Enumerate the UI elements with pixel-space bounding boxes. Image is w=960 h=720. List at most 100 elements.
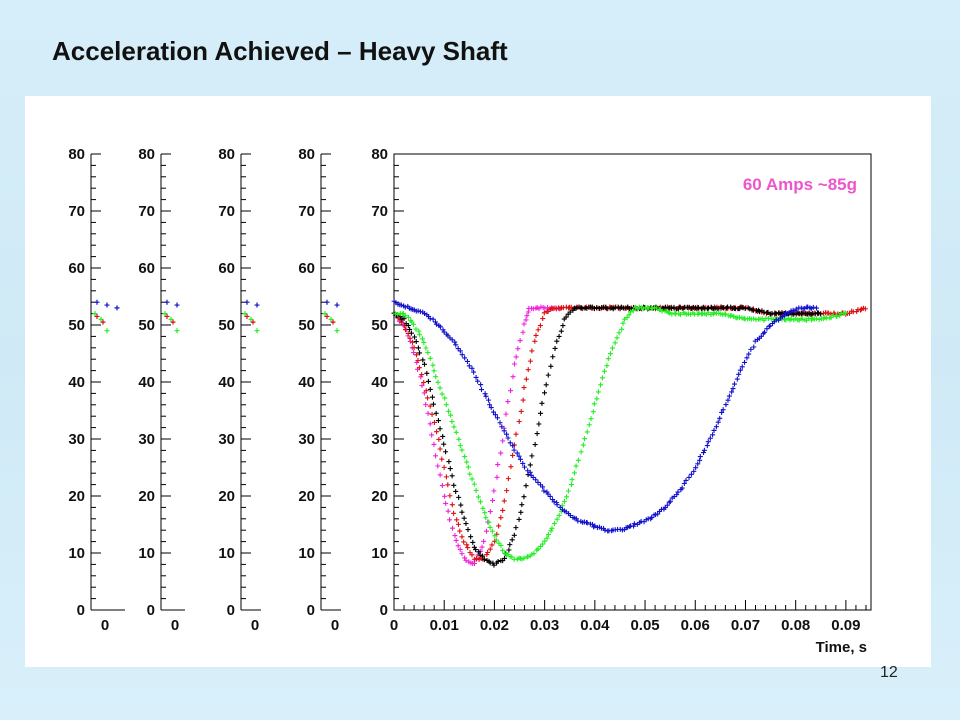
narrow-panel-4-y-tick-label: 40 [298,374,315,391]
main-series-1-point [450,525,456,531]
main-series-5-point [527,469,533,475]
main-series-5-point [554,502,560,508]
main-series-5-point [464,358,470,364]
chart-svg: 0102030405060708000102030405060708000102… [68,146,872,656]
main-series-2-point [407,335,413,341]
main-series-2-point [443,474,449,480]
main-series-5-point [683,477,689,483]
main-series-4-point [471,481,477,487]
main-series-4-point [500,547,506,553]
main-series-2-point [429,411,435,417]
main-series-5-point [487,402,493,408]
main-series-5-point [459,352,465,358]
narrow-panel-3-y-tick-label: 30 [218,431,235,448]
main-series-3-point [516,516,522,522]
main-series-5-point [475,378,481,384]
main-series-5-point [490,409,496,415]
narrow-panel-3-y-tick-label: 60 [218,260,235,277]
main-series-4-point [736,314,742,320]
main-series-3-point [473,547,479,553]
main-series-2-point [521,385,527,391]
narrow-panel-1-x-tick-label: 0 [101,617,109,634]
narrow-panel-3-data-point [244,313,250,319]
main-x-tick-label: 0.01 [430,617,459,634]
main-series-5-point [742,359,748,365]
main-series-3-point [441,441,447,447]
main-series-3-point [480,553,486,559]
main-series-1-point [463,557,469,563]
main-series-4-point [624,315,630,321]
main-series-5-point [482,391,488,397]
main-series-5-point [494,415,500,421]
main-series-1-point [427,421,433,427]
main-series-5-point [813,305,819,311]
main-series-2-point [489,542,495,548]
main-series-3-point [429,394,435,400]
narrow-panel-1-y-tick-label: 60 [68,260,85,277]
main-series-4-point [395,312,401,318]
main-series-4-point [614,335,620,341]
main-series-5-point [711,427,717,433]
narrow-panel-2-data-point [174,328,180,334]
main-series-1-point [503,411,509,417]
main-series-5-point [762,329,768,335]
main-series-4-point [580,442,586,448]
main-series-3-point [815,310,821,316]
main-series-1-point [513,354,519,360]
main-series-1-point [425,410,431,416]
main-series-5-point [541,488,547,494]
main-series-5-point [584,520,590,526]
main-series-5-point [705,439,711,445]
main-series-3-point [440,433,446,439]
main-series-4-point [564,494,570,500]
main-series-4-point [402,313,408,319]
main-series-5-point [719,409,725,415]
main-series-1-point [433,453,439,459]
narrow-panel-1-data-point [104,302,110,308]
main-series-5-point [501,428,507,434]
main-series-5-point [664,502,670,508]
main-series-3-point [558,328,564,334]
narrow-panel-2-data-point [174,302,180,308]
main-series-5-point [686,474,692,480]
main-series-2-point [566,305,572,311]
main-series-4-point [540,541,546,547]
main-series-1-point [447,517,453,523]
main-series-4-point [545,532,551,538]
main-series-3-point [458,502,464,508]
main-series-4-point [489,528,495,534]
main-series-1-point [423,402,429,408]
main-series-3-point [481,557,487,563]
main-series-5-point [473,374,479,380]
main-x-tick-label: 0.08 [781,617,810,634]
main-series-5-point [681,481,687,487]
main-series-3-point [412,334,418,340]
main-series-4-point [405,314,411,320]
main-series-1-point [445,508,451,514]
main-series-1-point [515,346,521,352]
main-series-5-point [415,308,421,314]
main-series-4-point [595,389,601,395]
main-series-5-point [449,337,455,343]
main-series-4-point [582,436,588,442]
main-series-5-point [432,319,438,325]
main-series-5-point [631,523,637,529]
main-series-2-point [500,507,506,513]
main-series-5-point [751,344,757,350]
main-series-4-point [456,436,462,442]
main-series-5-point [767,323,773,329]
main-series-2-point [421,379,427,385]
main-series-5-point [540,484,546,490]
main-series-3-point [453,488,459,494]
main-series-2-point [434,429,440,435]
main-series-4-point [433,374,439,380]
main-series-4-point [816,317,822,323]
main-series-4-point [751,316,757,322]
main-series-5-point [504,431,510,437]
main-series-2-point [540,316,546,322]
main-series-2-point [451,510,457,516]
main-series-5-point [511,447,517,453]
main-series-4-point [498,542,504,548]
main-series-3-point [421,361,427,367]
narrow-panel-1-data-point [94,313,100,319]
